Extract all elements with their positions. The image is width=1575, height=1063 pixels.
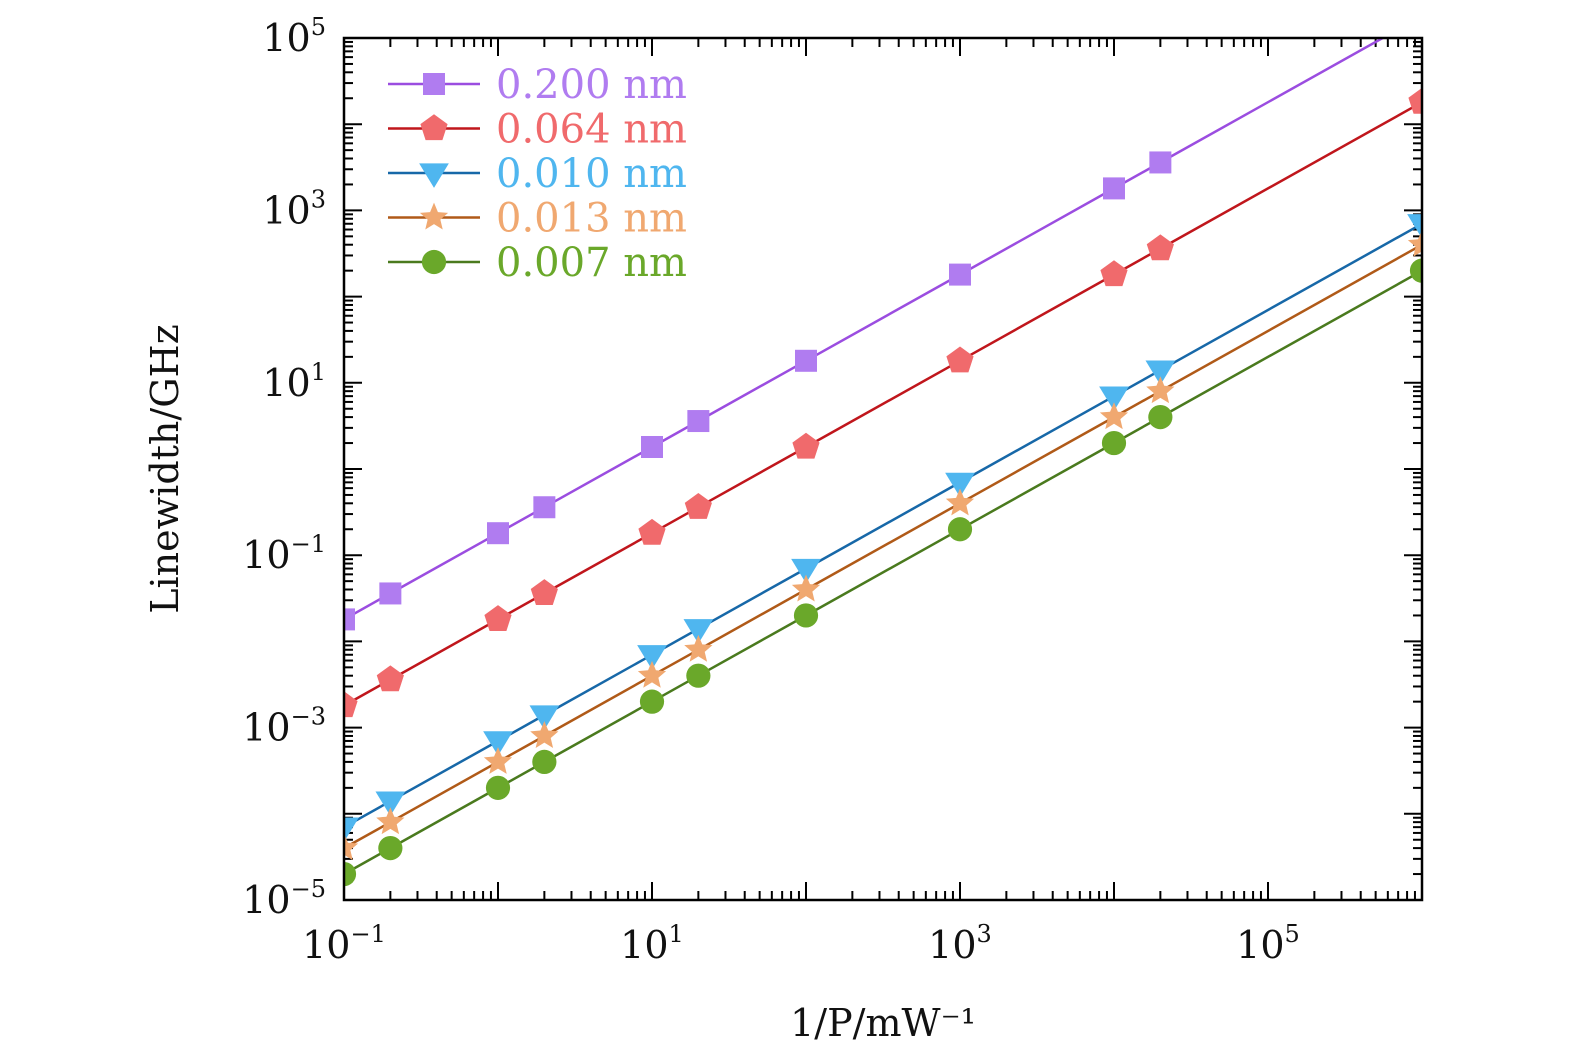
- legend-label: 0.064 nm: [496, 107, 687, 153]
- legend-label: 0.007 nm: [496, 240, 687, 286]
- circle-marker: [485, 775, 511, 800]
- star-marker: [483, 747, 513, 774]
- pentagon-marker: [792, 432, 820, 459]
- square-marker: [1411, 5, 1433, 27]
- square-marker: [641, 435, 663, 458]
- x-tick-labels: 10−1 101 103 105: [302, 920, 1300, 967]
- legend-item: 0.013 nm: [388, 196, 687, 242]
- circle-marker: [1409, 258, 1422, 283]
- minor-ticks: [344, 38, 1422, 900]
- square-marker: [344, 608, 355, 631]
- y-tick-label: 10−3: [242, 703, 326, 750]
- circle-marker: [639, 689, 665, 714]
- pentagon-marker: [1408, 87, 1422, 114]
- square-marker: [1149, 151, 1172, 174]
- star-marker: [791, 574, 821, 602]
- series-0-013-nm: [344, 229, 1422, 861]
- y-tick-label: 10−5: [242, 875, 326, 922]
- series-0-064-nm: [344, 87, 1422, 718]
- square-marker: [533, 496, 556, 519]
- circle-marker: [378, 836, 403, 861]
- triangle-marker: [637, 645, 667, 670]
- triangle-marker: [1145, 360, 1176, 386]
- star-marker: [1099, 402, 1129, 430]
- triangle-marker: [683, 619, 714, 644]
- pentagon-marker: [420, 114, 448, 141]
- legend-label: 0.200 nm: [496, 62, 687, 108]
- square-marker: [949, 263, 971, 286]
- triangle-marker: [375, 791, 406, 817]
- pentagon-marker: [344, 691, 358, 718]
- circle-marker: [686, 663, 711, 688]
- circle-marker: [793, 603, 819, 628]
- x-tick-label: 10−1: [302, 920, 386, 967]
- pentagon-marker: [1146, 234, 1174, 261]
- legend-item: 0.010 nm: [388, 151, 687, 197]
- pentagon-marker: [684, 492, 712, 519]
- legend-item: 0.007 nm: [388, 240, 687, 286]
- star-marker: [530, 721, 559, 748]
- star-marker: [1146, 376, 1175, 404]
- pentagon-marker: [1100, 260, 1128, 287]
- square-marker: [1103, 177, 1125, 200]
- y-tick-label: 105: [262, 13, 326, 60]
- star-marker: [1407, 229, 1422, 257]
- series-0-007-nm: [344, 258, 1422, 887]
- y-tick-label: 103: [262, 185, 326, 232]
- pentagon-marker: [638, 518, 666, 545]
- series-layer: [344, 5, 1433, 887]
- legend: 0.200 nm0.064 nm0.010 nm0.013 nm0.007 nm: [388, 62, 687, 286]
- square-marker: [423, 73, 445, 95]
- y-tick-label: 101: [262, 358, 326, 405]
- series-0-200-nm: [344, 5, 1433, 631]
- pentagon-marker: [484, 605, 512, 631]
- square-marker: [487, 522, 509, 545]
- circle-marker: [1101, 430, 1127, 456]
- pentagon-marker: [946, 346, 974, 373]
- triangle-marker: [791, 558, 821, 584]
- pentagon-marker: [530, 579, 558, 606]
- star-marker: [419, 202, 449, 230]
- x-axis-label: 1/P/mW⁻¹: [790, 1001, 976, 1045]
- star-marker: [945, 488, 975, 516]
- star-marker: [344, 833, 359, 861]
- square-marker: [379, 582, 402, 605]
- y-tick-label: 10−1: [242, 530, 326, 577]
- legend-item: 0.200 nm: [388, 62, 687, 108]
- circle-marker: [1148, 405, 1173, 430]
- triangle-marker: [483, 731, 513, 756]
- triangle-marker: [529, 705, 560, 730]
- triangle-marker: [344, 817, 359, 843]
- series-0-010-nm: [344, 214, 1422, 843]
- y-axis-label: Linewidth/GHz: [143, 324, 187, 613]
- square-marker: [687, 410, 710, 433]
- circle-marker: [947, 517, 973, 542]
- x-tick-label: 103: [928, 920, 992, 967]
- plot-frame: [342, 36, 1424, 902]
- triangle-marker: [1407, 214, 1422, 239]
- star-marker: [637, 660, 667, 688]
- circle-marker: [532, 749, 557, 775]
- triangle-marker: [419, 163, 449, 188]
- triangle-marker: [1099, 386, 1129, 412]
- triangle-marker: [945, 472, 975, 498]
- star-marker: [684, 634, 713, 662]
- pentagon-marker: [376, 665, 404, 692]
- x-tick-label: 101: [620, 920, 684, 967]
- legend-label: 0.013 nm: [496, 196, 687, 242]
- legend-label: 0.010 nm: [496, 151, 687, 197]
- x-tick-label: 105: [1236, 920, 1300, 967]
- circle-marker: [421, 249, 447, 275]
- legend-item: 0.064 nm: [388, 107, 687, 153]
- y-tick-labels: 10−5 10−3 10−1 101 103 105: [242, 13, 326, 922]
- circle-marker: [344, 861, 357, 887]
- square-marker: [795, 349, 817, 372]
- star-marker: [376, 807, 405, 835]
